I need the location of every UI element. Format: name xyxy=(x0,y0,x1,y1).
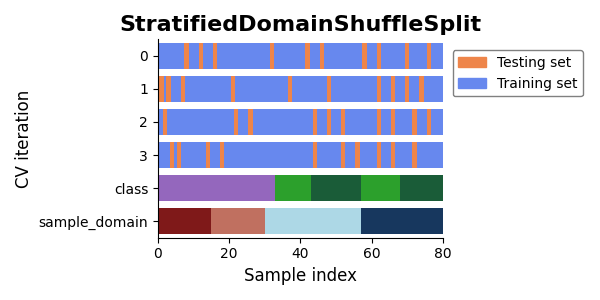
Bar xyxy=(158,208,211,234)
Bar xyxy=(405,76,409,102)
Bar xyxy=(405,43,409,69)
Bar xyxy=(199,43,203,69)
Bar xyxy=(287,76,292,102)
Bar xyxy=(163,109,167,135)
Bar xyxy=(248,109,253,135)
Bar xyxy=(320,43,324,69)
Bar xyxy=(158,109,443,135)
Bar xyxy=(361,208,443,234)
Bar xyxy=(377,76,381,102)
Bar xyxy=(427,43,431,69)
Bar xyxy=(206,142,210,168)
Y-axis label: CV iteration: CV iteration xyxy=(15,89,33,188)
Bar xyxy=(184,43,188,69)
Bar xyxy=(220,142,224,168)
Bar xyxy=(158,43,443,69)
Bar xyxy=(327,76,331,102)
Title: StratifiedDomainShuffleSplit: StratifiedDomainShuffleSplit xyxy=(119,15,481,35)
Legend: Testing set, Training set: Testing set, Training set xyxy=(453,50,583,96)
Bar xyxy=(362,43,367,69)
Bar xyxy=(305,43,310,69)
Bar xyxy=(400,175,443,201)
Bar xyxy=(377,142,381,168)
Bar xyxy=(377,109,381,135)
Bar xyxy=(211,208,265,234)
Bar xyxy=(213,43,217,69)
Bar xyxy=(177,142,181,168)
Bar xyxy=(313,109,317,135)
Bar xyxy=(412,142,416,168)
Bar xyxy=(160,76,164,102)
Bar xyxy=(158,175,275,201)
Bar xyxy=(391,142,395,168)
Bar xyxy=(313,142,317,168)
Bar xyxy=(391,76,395,102)
Bar xyxy=(158,142,443,168)
Bar xyxy=(419,76,424,102)
Bar xyxy=(265,208,361,234)
Bar xyxy=(427,109,431,135)
Bar xyxy=(341,142,345,168)
Bar xyxy=(230,76,235,102)
Bar xyxy=(355,142,359,168)
Bar xyxy=(377,43,381,69)
Bar xyxy=(275,175,311,201)
X-axis label: Sample index: Sample index xyxy=(244,267,357,285)
Bar xyxy=(181,76,185,102)
Bar xyxy=(270,43,274,69)
Bar xyxy=(361,175,400,201)
Bar xyxy=(234,109,238,135)
Bar xyxy=(327,109,331,135)
Bar xyxy=(412,109,416,135)
Bar xyxy=(170,142,174,168)
Bar xyxy=(166,76,171,102)
Bar xyxy=(391,109,395,135)
Bar xyxy=(341,109,345,135)
Bar xyxy=(311,175,361,201)
Bar xyxy=(158,76,443,102)
